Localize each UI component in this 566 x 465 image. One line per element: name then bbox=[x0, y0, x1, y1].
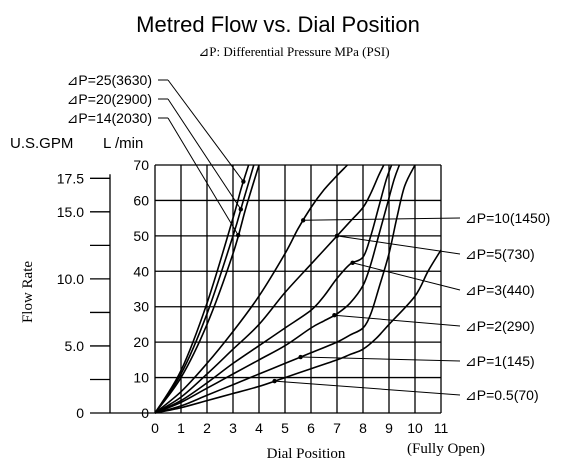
series-label: ⊿P=10(1450) bbox=[465, 210, 550, 226]
y-tick-label-lpm: 60 bbox=[133, 192, 149, 208]
series-label: ⊿P=14(2030) bbox=[67, 110, 152, 126]
x-tick-label: 8 bbox=[359, 420, 367, 436]
series-line bbox=[154, 164, 260, 414]
y-tick-label-gpm: 15.0 bbox=[57, 204, 84, 220]
chart-title: Metred Flow vs. Dial Position bbox=[136, 12, 420, 37]
y-units-right: L /min bbox=[103, 135, 143, 152]
series-line bbox=[154, 164, 255, 414]
y-tick-label-gpm: 0 bbox=[76, 405, 84, 421]
callout-anchor bbox=[350, 260, 355, 265]
y-tick-label-gpm: 10.0 bbox=[57, 271, 84, 287]
y-tick-label-lpm: 20 bbox=[133, 334, 149, 350]
chart-subtitle: ⊿P: Differential Pressure MPa (PSI) bbox=[198, 44, 389, 59]
y-tick-label-lpm: 30 bbox=[133, 299, 149, 315]
series-line bbox=[154, 164, 348, 414]
callout-leader bbox=[300, 356, 461, 362]
callout-anchor bbox=[332, 313, 337, 318]
callout-anchor bbox=[298, 354, 303, 360]
series-label: ⊿P=5(730) bbox=[465, 246, 535, 262]
series-line bbox=[154, 164, 416, 414]
x-tick-label: 3 bbox=[229, 420, 237, 436]
x-tick-label: 9 bbox=[385, 420, 393, 436]
y-tick-label-gpm: 17.5 bbox=[57, 170, 84, 186]
series-line bbox=[154, 164, 250, 414]
series-label: ⊿P=3(440) bbox=[465, 282, 535, 298]
x-tick-label: 4 bbox=[255, 420, 263, 436]
y-tick-label-lpm: 50 bbox=[133, 228, 149, 244]
series-line bbox=[154, 249, 442, 414]
series-line bbox=[154, 164, 385, 414]
x-tick-label: 10 bbox=[407, 420, 423, 436]
series-label: ⊿P=25(3630) bbox=[67, 72, 152, 88]
callout-leader bbox=[336, 235, 461, 255]
x-tick-label: 6 bbox=[307, 420, 315, 436]
callout-leader bbox=[167, 117, 239, 236]
callout-leader bbox=[352, 262, 461, 291]
x-tick-label: 11 bbox=[434, 420, 449, 436]
y-tick-label-gpm: 5.0 bbox=[65, 338, 85, 354]
x-axis-note: (Fully Open) bbox=[407, 441, 485, 457]
callout-leader bbox=[303, 217, 461, 221]
y-axis-label: Flow Rate bbox=[20, 261, 36, 323]
series-label: ⊿P=20(2900) bbox=[67, 91, 152, 107]
x-tick-label: 2 bbox=[203, 420, 211, 436]
callout-anchor bbox=[236, 232, 241, 238]
callout-anchor bbox=[238, 207, 243, 212]
callout-anchor bbox=[241, 179, 246, 184]
callout-leader bbox=[167, 79, 244, 182]
x-tick-label: 7 bbox=[333, 420, 341, 436]
callout-anchor bbox=[334, 233, 340, 239]
series-label: ⊿P=1(145) bbox=[465, 353, 535, 369]
y-tick-label-lpm: 10 bbox=[133, 370, 149, 386]
callout-leader bbox=[167, 98, 242, 210]
callout-anchor bbox=[272, 378, 277, 384]
x-axis-label: Dial Position bbox=[267, 446, 346, 462]
series-label: ⊿P=0.5(70) bbox=[465, 387, 539, 403]
x-tick-label: 0 bbox=[151, 420, 159, 436]
y-tick-label-lpm: 70 bbox=[133, 157, 149, 173]
x-tick-label: 5 bbox=[281, 420, 289, 436]
series-label: ⊿P=2(290) bbox=[465, 318, 535, 334]
callout-leader bbox=[274, 380, 461, 396]
x-tick-label: 1 bbox=[177, 420, 185, 436]
callout-anchor bbox=[301, 218, 306, 223]
y-tick-label-lpm: 40 bbox=[133, 263, 149, 279]
series-line bbox=[154, 164, 401, 414]
y-units-left: U.S.GPM bbox=[10, 135, 73, 152]
callout-leader bbox=[334, 314, 461, 327]
series-line bbox=[154, 164, 393, 414]
